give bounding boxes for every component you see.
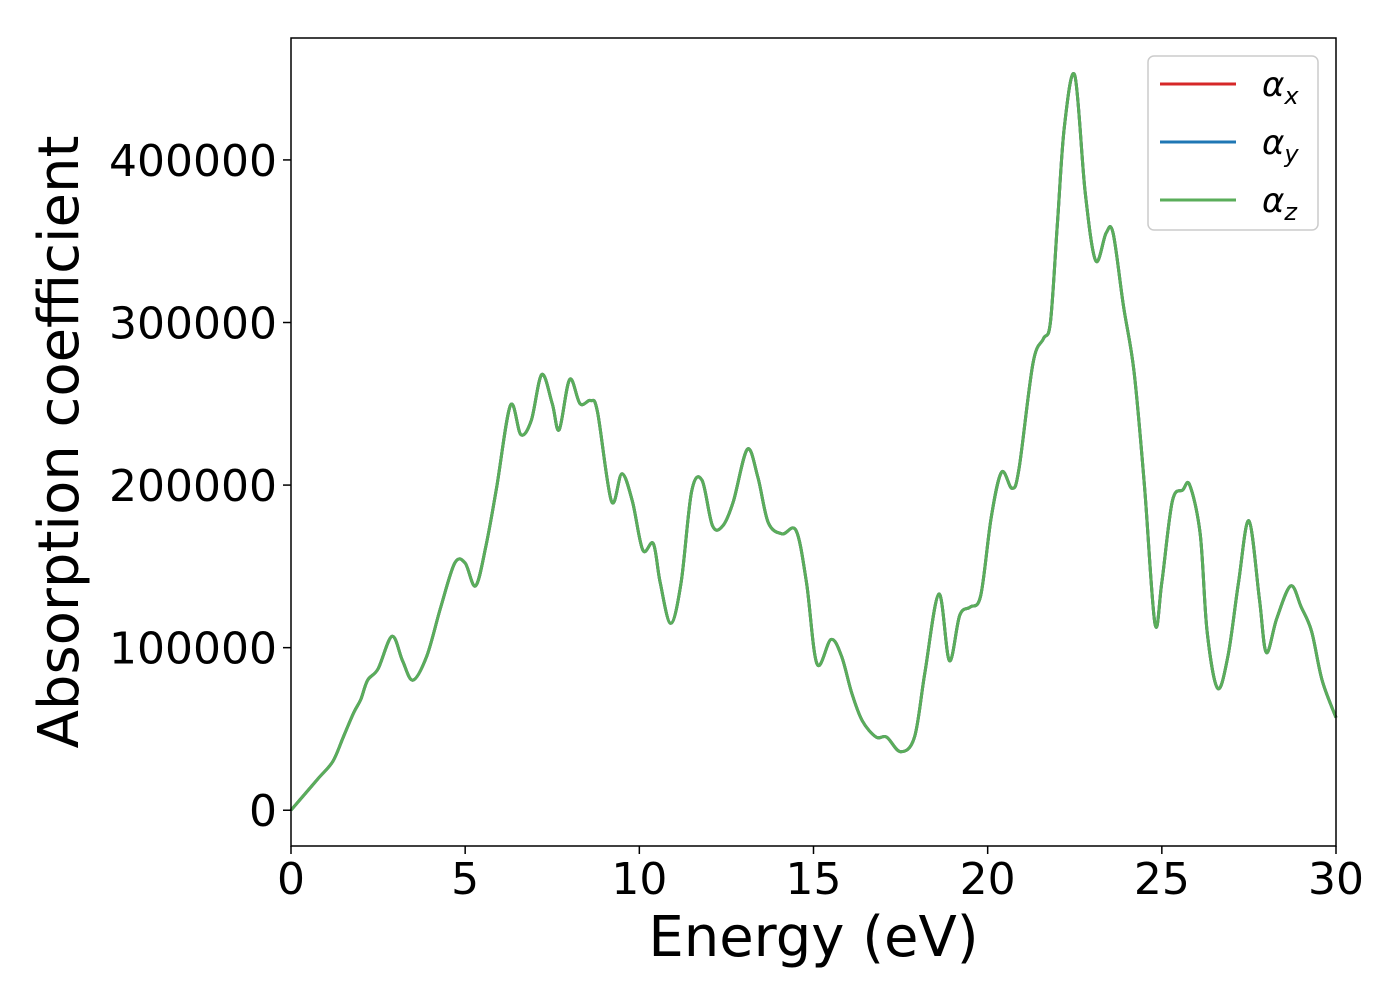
x-tick-label: 15 [786,854,842,905]
y-tick-label: 400000 [109,136,277,187]
x-tick-label: 5 [451,854,479,905]
x-tick-label: 0 [277,854,305,905]
y-tick-label: 200000 [109,461,277,512]
legend-label-alpha-x: αx [1262,65,1299,110]
x-axis-title: Energy (eV) [648,905,978,970]
y-tick-label: 0 [249,786,277,837]
x-tick-label: 10 [611,854,667,905]
x-tick-label: 25 [1134,854,1190,905]
series-layer [289,72,1338,812]
y-axis-ticks: 0 100000 200000 300000 400000 [109,136,291,837]
series-line-alpha-z [289,72,1338,812]
y-axis-title: Absorption coefficient [27,136,92,749]
x-tick-label: 30 [1308,854,1364,905]
x-axis-ticks: 0 5 10 15 20 25 30 [277,846,1364,905]
legend-label-alpha-y: αy [1262,123,1299,168]
y-tick-label: 100000 [109,624,277,675]
y-tick-label: 300000 [109,299,277,350]
x-tick-label: 20 [960,854,1016,905]
